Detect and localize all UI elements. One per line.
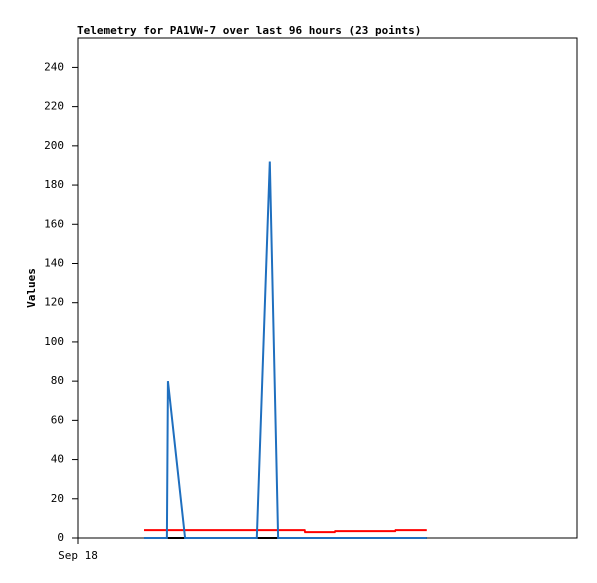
y-tick-label: 0	[57, 531, 64, 544]
plot-frame	[77, 37, 578, 539]
y-tick-label: 40	[51, 453, 64, 466]
y-tick-label: 160	[44, 217, 64, 230]
y-tick-label: 200	[44, 139, 64, 152]
y-tick-label: 100	[44, 335, 64, 348]
series-line	[144, 529, 427, 534]
y-tick-label: 120	[44, 296, 64, 309]
y-axis-label: Values	[25, 268, 38, 308]
y-tick-label: 140	[44, 256, 64, 269]
series-line	[144, 161, 427, 539]
y-tick-label: 80	[51, 374, 64, 387]
x-tick-label: Sep 18	[58, 549, 98, 562]
y-tick-label: 180	[44, 178, 64, 191]
y-tick-label: 240	[44, 60, 64, 73]
y-tick-label: 220	[44, 100, 64, 113]
y-tick-label: 20	[51, 492, 64, 505]
chart-title: Telemetry for PA1VW-7 over last 96 hours…	[77, 24, 421, 37]
y-tick-label: 60	[51, 413, 64, 426]
